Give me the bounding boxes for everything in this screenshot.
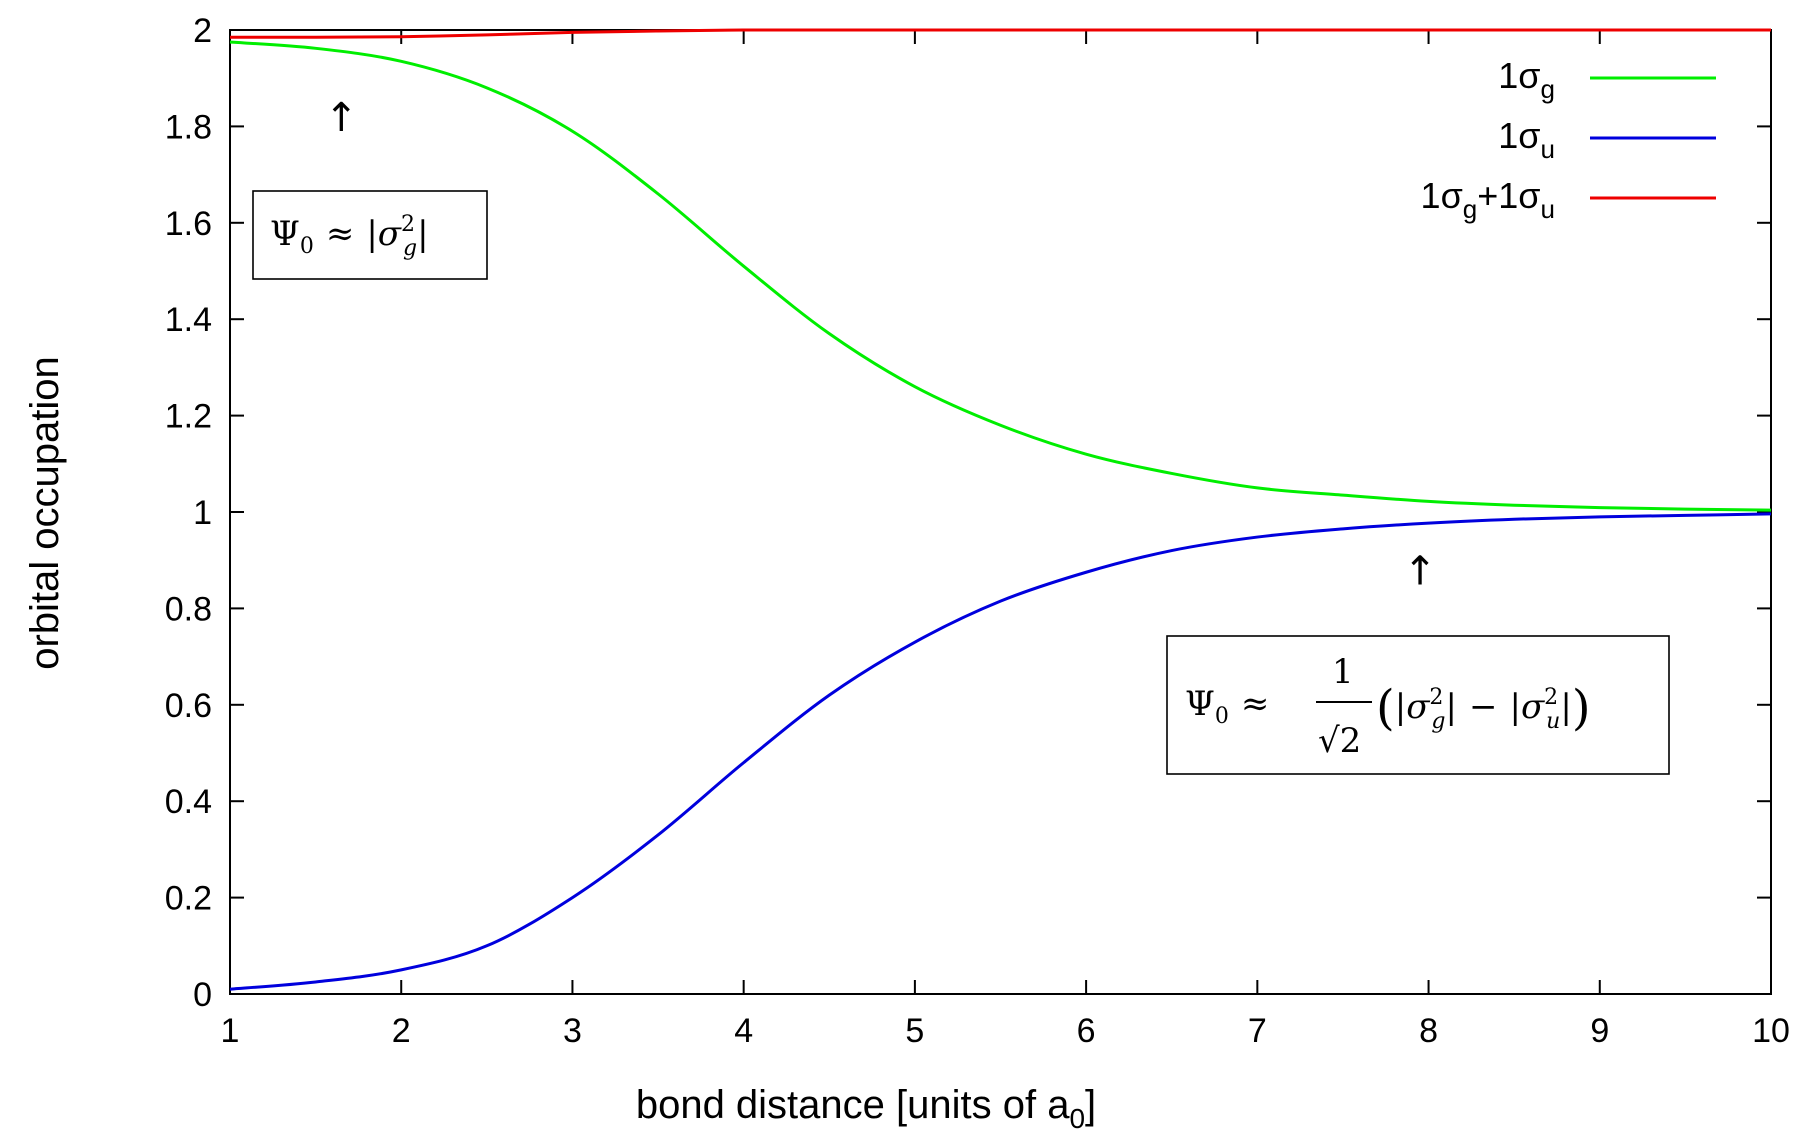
series-line-1su [229, 512, 1772, 991]
legend-label-1su: 1σu [1498, 115, 1555, 164]
y-axis-title: orbital occupation [23, 356, 67, 670]
annotation-fraction-numerator: 1 [1332, 652, 1354, 692]
y-tick-label: 2 [193, 12, 212, 50]
legend-label-1sg: 1σg [1498, 55, 1555, 104]
series-lines [229, 28, 1772, 991]
annotation-bonding-formula: Ψ0 ≈ |σ2 g| [270, 212, 429, 261]
axis-titles: bond distance [units of a0] orbital occu… [23, 356, 1096, 1134]
y-tick-label: 1.4 [165, 301, 212, 339]
annotation-dissociation-psi: Ψ0 ≈ [1185, 684, 1269, 729]
x-tick-label: 6 [1077, 1012, 1096, 1050]
x-tick-label: 2 [392, 1012, 411, 1050]
y-tick-label: 1.6 [165, 205, 212, 243]
legend-label-sum: 1σg+1σu [1421, 175, 1555, 224]
x-tick-label: 8 [1419, 1012, 1438, 1050]
x-tick-label: 10 [1752, 1012, 1790, 1050]
y-tick-label: 1.8 [165, 108, 212, 146]
y-tick-label: 0.8 [165, 590, 212, 628]
y-tick-label: 1.2 [165, 398, 212, 436]
y-tick-label: 1 [193, 494, 212, 532]
x-tick-label: 1 [221, 1012, 240, 1050]
y-tick-label: 0.6 [165, 687, 212, 725]
legend: 1σg 1σu 1σg+1σu [1421, 55, 1716, 224]
annotation-fraction-denominator: √2 [1318, 721, 1361, 761]
annotation-dissociation-terms: (|σ2 g| − |σ2 u|) [1376, 680, 1591, 736]
annotations: Ψ0 ≈ |σ2 g| Ψ0 ≈ 1 √2 (|σ2 g| − |σ2 u|) ↑ ↑ [252, 95, 1670, 775]
annotation-dissociation-frame [1166, 635, 1670, 775]
axis-ticks: 1 2 3 4 5 6 7 8 9 10 0 0.2 0.4 0.6 0.8 1 1.2 1.4 1.6 1.8 2 [165, 12, 1790, 1050]
annotation-arrow-icon: ↑ [1403, 548, 1437, 594]
y-tick-label: 0.2 [165, 880, 212, 918]
annotation-dissociation-box: Ψ0 ≈ 1 √2 (|σ2 g| − |σ2 u|) [1166, 635, 1670, 775]
x-tick-label: 5 [905, 1012, 924, 1050]
x-tick-label: 4 [734, 1012, 753, 1050]
y-tick-label: 0.4 [165, 783, 212, 821]
x-axis-title: bond distance [units of a0] [636, 1083, 1096, 1134]
annotation-arrow-icon: ↑ [325, 95, 359, 141]
x-tick-label: 7 [1248, 1012, 1267, 1050]
x-tick-label: 9 [1590, 1012, 1609, 1050]
series-line-1sg [229, 40, 1772, 512]
annotation-bonding-box: Ψ0 ≈ |σ2 g| [252, 190, 488, 280]
series-line-sum [229, 28, 1771, 39]
x-tick-label: 3 [563, 1012, 582, 1050]
y-tick-label: 0 [193, 976, 212, 1014]
annotation-bonding-frame [252, 190, 488, 280]
